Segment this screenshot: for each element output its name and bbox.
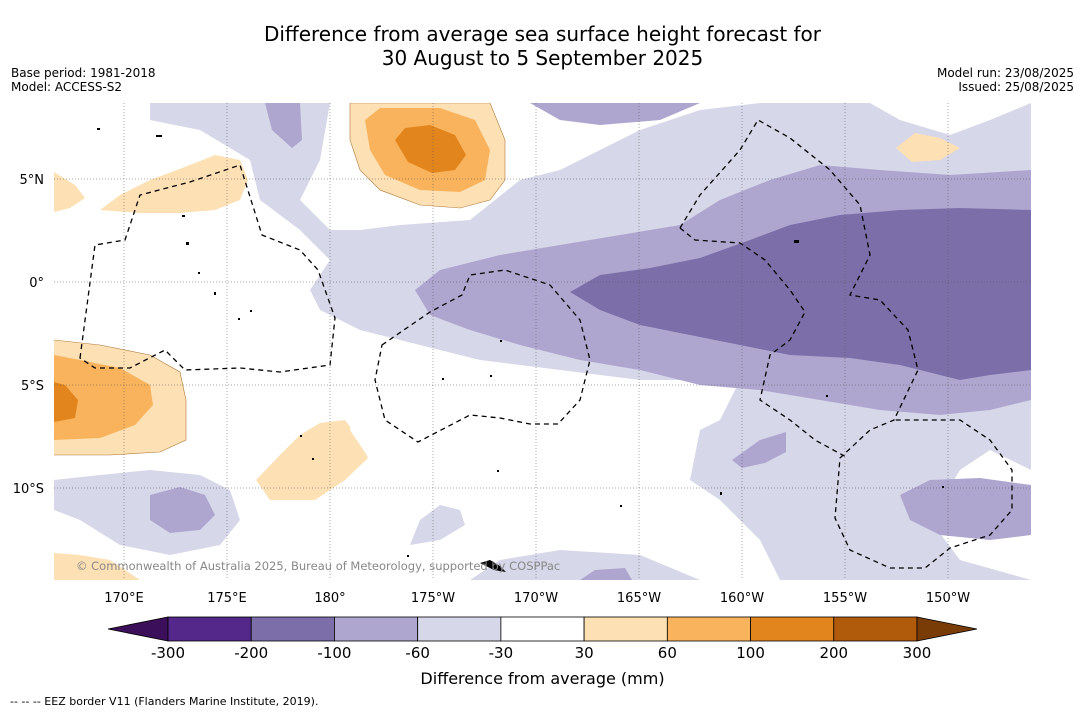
colorbar-segment — [417, 616, 502, 642]
model-name: Model: ACCESS-S2 — [11, 80, 123, 94]
contour-outline-w — [54, 339, 187, 456]
contour-pos-30-fne — [896, 133, 960, 162]
colorbar-segment — [583, 616, 668, 642]
model-run: Model run: 23/08/2025 — [936, 66, 1074, 80]
lon-label: 175°E — [207, 591, 247, 606]
lon-label: 165°W — [617, 591, 661, 606]
title-line-2: 30 August to 5 September 2025 — [381, 46, 704, 70]
colorbar-tick-label: 200 — [819, 644, 848, 662]
eez-border-kiribati-phoenix — [374, 269, 591, 443]
contour-neg-60-nw — [265, 103, 302, 148]
islands — [97, 128, 944, 572]
lat-label: 5°S — [21, 379, 44, 394]
contour-pos-100-w — [54, 382, 78, 422]
lon-label: 170°E — [104, 591, 144, 606]
colorbar-tick-label: -300 — [151, 644, 185, 662]
colorbar-tick-label: 60 — [658, 644, 677, 662]
contour-neg-30-south3 — [470, 550, 700, 580]
colorbar-tick-label: 300 — [903, 644, 932, 662]
eez-borders — [79, 119, 1013, 569]
colorbar-extend-low — [107, 616, 169, 642]
colorbar-segment — [666, 616, 751, 642]
eez-border-line-inner — [679, 227, 849, 459]
map-title: Difference from average sea surface heig… — [0, 22, 1085, 70]
colorbar-tick-label: 100 — [736, 644, 765, 662]
lat-label: 5°N — [20, 173, 45, 188]
colorbar-extend-high — [916, 616, 978, 642]
eez-border-kiribati-gilbert — [79, 164, 336, 373]
colorbar-segment — [250, 616, 335, 642]
colorbar-segment — [334, 616, 419, 642]
eez-footnote: -- -- -- EEZ border V11 (Flanders Marine… — [10, 695, 319, 708]
contour-neg-60-sw — [150, 487, 215, 533]
contour-neg-30-south — [54, 470, 240, 555]
contour-pos-30-sw — [54, 553, 140, 580]
contour-pos-30-nw — [100, 155, 248, 213]
colorbar-tick-label: 30 — [575, 644, 594, 662]
contour-neg-100 — [570, 208, 1031, 380]
contour-neg-60-s — [580, 568, 632, 580]
colorbar-tick-label: -60 — [405, 644, 430, 662]
lat-label: 0° — [29, 276, 44, 291]
colorbar-label: Difference from average (mm) — [420, 669, 665, 688]
colorbar — [107, 616, 978, 642]
issued-date: Issued: 25/08/2025 — [958, 80, 1074, 94]
colorbar-tick-label: -200 — [234, 644, 268, 662]
lon-label: 175°W — [411, 591, 455, 606]
longitude-labels: 170°E 175°E 180° 175°W 170°W 165°W 160°W… — [104, 591, 970, 606]
meta-left: Base period: 1981-2018 Model: ACCESS-S2 — [11, 66, 156, 94]
colorbar-segment — [167, 616, 252, 642]
lon-label: 150°W — [926, 591, 970, 606]
colorbar-segment — [750, 616, 835, 642]
contour-neg-30-south2 — [410, 505, 465, 545]
contour-pos-60-w — [54, 355, 153, 440]
lon-label: 180° — [314, 591, 345, 606]
contour-pos-30-far-nw — [54, 172, 85, 212]
map-area — [54, 103, 1031, 580]
contour-neg-60-se — [900, 478, 1031, 540]
gridlines — [54, 103, 1031, 580]
contour-neg-60-mid — [732, 432, 786, 468]
contour-outline-ne — [349, 103, 506, 209]
contour-white-mid — [350, 355, 710, 490]
lat-label: 10°S — [13, 482, 44, 497]
colorbar-segment — [500, 616, 585, 642]
colorbar-tick-label: -30 — [489, 644, 514, 662]
base-period: Base period: 1981-2018 — [11, 66, 156, 80]
contour-pos-100-ne — [395, 125, 466, 173]
lon-label: 160°W — [720, 591, 764, 606]
latitude-labels: 5°N 0° 5°S 10°S — [13, 173, 44, 497]
contour-neg-60-north — [530, 103, 700, 125]
title-line-1: Difference from average sea surface heig… — [263, 22, 822, 46]
lon-label: 155°W — [823, 591, 867, 606]
colorbar-ticks: -300 -200 -100 -60 -30 30 60 100 200 300 — [151, 644, 931, 662]
colorbar-tick-label: -100 — [317, 644, 351, 662]
meta-right: Model run: 23/08/2025 Issued: 25/08/2025 — [937, 66, 1074, 94]
colorbar-segment — [833, 616, 918, 642]
lon-label: 170°W — [514, 591, 558, 606]
copyright-notice: © Commonwealth of Australia 2025, Bureau… — [76, 559, 560, 573]
